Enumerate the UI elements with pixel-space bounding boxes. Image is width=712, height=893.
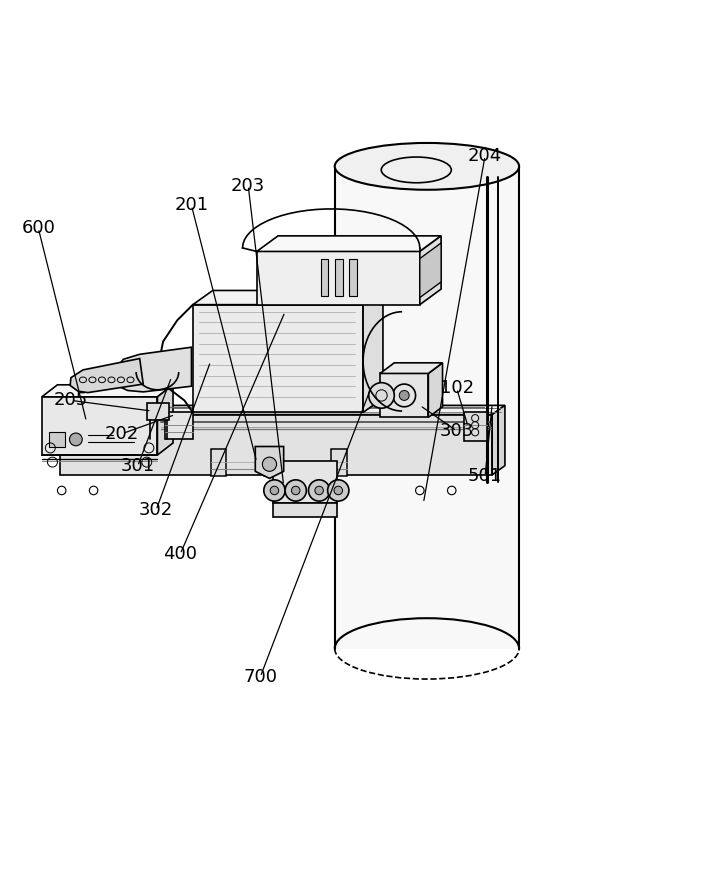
Text: 102: 102: [439, 380, 473, 397]
Bar: [273, 504, 337, 517]
Text: 400: 400: [163, 546, 197, 563]
Ellipse shape: [264, 480, 285, 501]
Polygon shape: [42, 396, 157, 455]
Ellipse shape: [263, 457, 276, 472]
Polygon shape: [193, 290, 383, 305]
Polygon shape: [492, 405, 505, 475]
Bar: [320, 259, 328, 296]
Polygon shape: [256, 446, 283, 479]
Bar: [464, 413, 487, 441]
Polygon shape: [429, 363, 443, 417]
Text: 303: 303: [439, 421, 473, 440]
Text: 501: 501: [468, 467, 502, 485]
Bar: [331, 449, 347, 476]
Ellipse shape: [328, 480, 349, 501]
Bar: [147, 403, 169, 421]
Text: 301: 301: [120, 457, 155, 475]
Text: 202: 202: [105, 425, 139, 443]
Ellipse shape: [291, 486, 300, 495]
Text: 205: 205: [54, 391, 88, 409]
Text: 302: 302: [139, 501, 173, 520]
Polygon shape: [115, 347, 192, 392]
Bar: [49, 432, 65, 446]
Ellipse shape: [270, 486, 278, 495]
Polygon shape: [61, 405, 505, 414]
Polygon shape: [157, 385, 173, 455]
Ellipse shape: [70, 433, 83, 446]
Ellipse shape: [369, 383, 394, 408]
Bar: [211, 449, 226, 476]
Polygon shape: [380, 373, 429, 417]
Polygon shape: [420, 236, 441, 305]
Polygon shape: [363, 290, 383, 413]
Polygon shape: [70, 359, 143, 393]
Ellipse shape: [334, 486, 342, 495]
Ellipse shape: [285, 480, 306, 501]
Ellipse shape: [335, 143, 519, 189]
Ellipse shape: [308, 480, 330, 501]
Text: 203: 203: [231, 177, 266, 195]
Text: 600: 600: [21, 219, 56, 237]
Polygon shape: [420, 243, 441, 297]
Polygon shape: [42, 385, 173, 396]
Bar: [349, 259, 357, 296]
Polygon shape: [61, 414, 492, 475]
Polygon shape: [380, 363, 443, 373]
Polygon shape: [257, 236, 441, 252]
Polygon shape: [257, 252, 420, 305]
Bar: [335, 259, 342, 296]
Text: 700: 700: [244, 668, 277, 686]
Text: 201: 201: [174, 196, 209, 214]
Bar: [264, 449, 279, 476]
Bar: [164, 413, 193, 439]
Ellipse shape: [399, 390, 409, 400]
Polygon shape: [335, 166, 519, 648]
Polygon shape: [193, 305, 363, 413]
Text: 204: 204: [468, 146, 502, 164]
Polygon shape: [273, 461, 337, 504]
Ellipse shape: [315, 486, 323, 495]
